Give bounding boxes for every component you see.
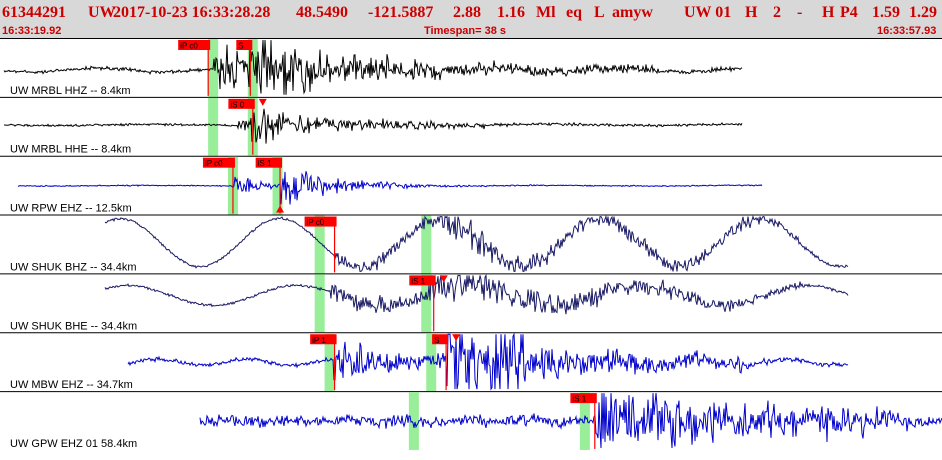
pick-window (247, 39, 258, 97)
event-datetime: 2017-10-23 16:33:28.28 (113, 4, 271, 21)
event-phase-code: P4 (840, 4, 858, 21)
event-flag-h2: H (822, 4, 835, 21)
channel-label: UW RPW EHZ -- 12.5km (10, 203, 132, 215)
timespan-label: Timespan= 38 s (424, 25, 507, 37)
channel-label: UW MRBL HHZ -- 8.4km (10, 85, 131, 97)
pick-window (408, 392, 419, 450)
pick-label: iP c0 (307, 218, 325, 227)
pick-flag[interactable] (228, 98, 255, 109)
waveform-trace (3, 108, 743, 144)
pick-window (579, 392, 590, 450)
channel-row[interactable]: iP c0 S UW MRBL HHZ -- 8.4km (0, 38, 942, 97)
event-flag-l: L (594, 4, 605, 21)
pick-label: S (238, 42, 243, 51)
event-longitude: -121.5887 (368, 4, 434, 21)
pick-window (421, 274, 432, 333)
start-time: 16:33:19.92 (2, 25, 62, 37)
pick-label: iP c0 (205, 159, 223, 168)
pick-label: iS 1 (258, 159, 272, 168)
pick-marker-down (452, 334, 461, 342)
event-depth: 2.88 (453, 4, 481, 21)
pick-label: iP 1 (312, 336, 326, 345)
waveform-trace (104, 273, 849, 315)
channel-label: UW MRBL HHE -- 8.4km (10, 144, 131, 156)
time-range-line: 16:33:19.92 Timespan= 38 s 16:33:57.93 (0, 24, 942, 38)
pick-flag[interactable] (570, 393, 597, 404)
event-flag-h: H (745, 4, 758, 21)
event-magnitude: 1.16 (497, 4, 525, 21)
pick-label: iP c0 (180, 42, 198, 51)
waveform-trace (199, 393, 942, 449)
channel-row[interactable]: iS 1 UW GPW EHZ 01 58.4km (0, 391, 942, 450)
event-network: UW (88, 4, 116, 21)
event-type: eq (566, 4, 582, 21)
pick-label: iS 1 (572, 395, 586, 404)
pick-flag[interactable] (255, 157, 283, 168)
event-count: 2 (773, 4, 781, 21)
event-value-2: 1.29 (909, 4, 937, 21)
channel-label: UW GPW EHZ 01 58.4km (10, 438, 137, 450)
pick-window (314, 215, 325, 274)
end-time: 16:33:57.93 (877, 25, 937, 37)
event-dash: - (797, 4, 803, 21)
waveform-trace (3, 39, 743, 95)
pick-window (314, 274, 325, 333)
pick-label: S (434, 336, 439, 345)
channel-row[interactable]: iP c0 iS 1 UW RPW EHZ -- 12.5km (0, 155, 942, 215)
pick-flag[interactable] (202, 157, 235, 168)
waveform-trace (127, 332, 849, 391)
channel-label: UW SHUK BHZ -- 34.4km (10, 261, 137, 273)
pick-window (421, 215, 432, 274)
channel-row[interactable]: iP c0 UW SHUK BHZ -- 34.4km (0, 214, 942, 274)
waveform-trace (104, 214, 849, 272)
event-mag-type: Ml (536, 4, 556, 21)
pick-flag[interactable] (409, 275, 436, 286)
waveform-trace (17, 171, 763, 205)
event-latitude: 48.5490 (296, 4, 348, 21)
event-summary-line: 61344291 UW 2017-10-23 16:33:28.28 48.54… (0, 3, 942, 23)
channel-label: UW MBW EHZ -- 34.7km (10, 379, 133, 391)
event-id: 61344291 (2, 4, 66, 21)
pick-flag[interactable] (178, 40, 211, 50)
pick-flag[interactable] (304, 216, 337, 227)
pick-label: iS 1 (411, 277, 425, 286)
pick-window (324, 333, 335, 392)
pick-flag[interactable] (432, 334, 449, 345)
pick-flag[interactable] (236, 40, 253, 50)
channel-label: UW SHUK BHE -- 34.4km (10, 320, 137, 332)
pick-marker-down (439, 275, 448, 283)
event-source: UW 01 (684, 4, 732, 21)
event-header: 61344291 UW 2017-10-23 16:33:28.28 48.54… (0, 0, 942, 38)
pick-marker-up (276, 205, 285, 213)
event-value-1: 1.59 (872, 4, 900, 21)
pick-label: iS 0 (230, 100, 244, 109)
pick-marker-down (258, 98, 267, 106)
channel-row[interactable]: iS 1 UW SHUK BHE -- 34.4km (0, 273, 942, 333)
pick-flag[interactable] (310, 334, 337, 345)
channel-row[interactable]: iS 0 UW MRBL HHE -- 8.4km (0, 96, 942, 156)
pick-window (208, 97, 219, 156)
channel-row[interactable]: iP 1 S UW MBW EHZ -- 34.7km (0, 332, 942, 392)
event-author: amyw (612, 4, 653, 21)
